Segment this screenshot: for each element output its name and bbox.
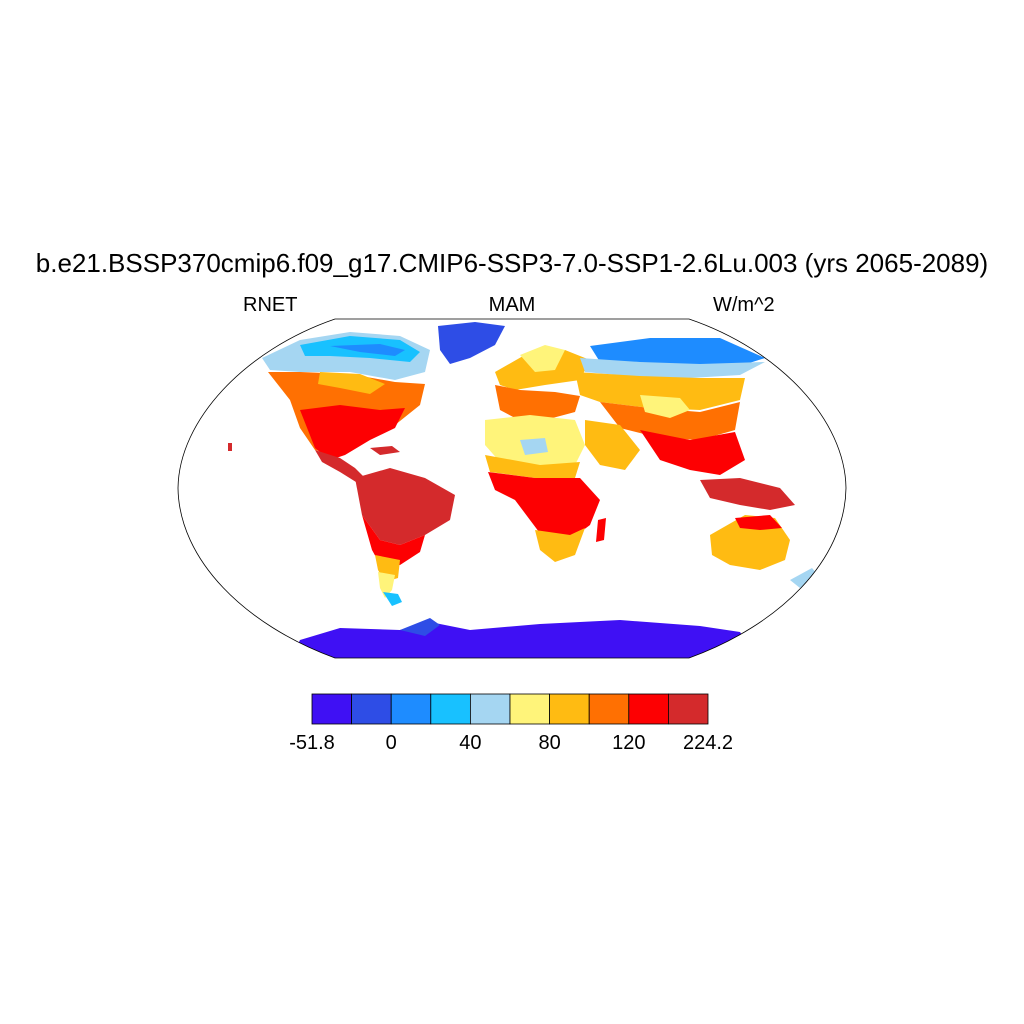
- antarctica: [290, 620, 760, 658]
- tierra-del-fuego: [383, 592, 402, 606]
- map-outline: [177, 318, 847, 659]
- colorbar-swatch: [509, 693, 550, 725]
- south-america-north: [355, 468, 455, 545]
- arabia: [585, 420, 640, 470]
- colorbar-swatch: [390, 693, 432, 725]
- colorbar-swatch: [351, 693, 392, 725]
- madagascar: [596, 518, 606, 542]
- season-label: MAM: [488, 294, 536, 316]
- asia-arctic: [590, 338, 765, 366]
- south-america-mid: [362, 515, 425, 568]
- central-africa: [488, 472, 600, 540]
- caribbean-islands: [370, 446, 400, 455]
- colorbar-tick-label: 120: [612, 732, 646, 754]
- sahel: [485, 455, 580, 478]
- colorbar-swatch: [311, 693, 352, 725]
- antarctic-peninsula: [400, 618, 440, 636]
- variable-label: RNET: [243, 294, 298, 316]
- greenland: [438, 322, 505, 364]
- asia-north: [580, 358, 765, 378]
- new-zealand: [790, 568, 818, 588]
- tibet: [640, 395, 690, 418]
- colorbar-swatch: [469, 693, 511, 725]
- colorbar-swatch: [430, 693, 471, 725]
- asia-mid: [575, 372, 745, 410]
- north-america-cold: [330, 344, 405, 356]
- land-layer: [228, 322, 818, 658]
- colorbar-swatch: [628, 693, 669, 725]
- patagonia: [378, 572, 395, 598]
- colorbar-swatch: [668, 693, 709, 725]
- colorbar-tick-label: 40: [459, 732, 482, 754]
- colorbar: [311, 693, 709, 725]
- colorbar-swatch: [588, 693, 630, 725]
- australia-north: [735, 515, 782, 530]
- map-title: b.e21.BSSP370cmip6.f09_g17.CMIP6-SSP3-7.…: [35, 248, 989, 278]
- asia-south: [600, 402, 740, 440]
- colorbar-swatch: [549, 693, 590, 725]
- colorbar-tick-label: 224.2: [682, 732, 734, 754]
- units-label: W/m^2: [713, 294, 775, 316]
- north-america-yellow: [318, 372, 385, 394]
- southeast-asia-islands: [700, 478, 795, 510]
- sahara-patch: [520, 438, 548, 455]
- southern-africa: [535, 528, 585, 562]
- central-america: [315, 450, 365, 482]
- colorbar-tick-label: -51.8: [289, 732, 335, 754]
- scandinavia: [520, 345, 565, 372]
- europe-south: [495, 385, 580, 420]
- colorbar-tick-label: 80: [538, 732, 561, 754]
- hawaii: [228, 443, 232, 451]
- north-america-south: [300, 405, 405, 460]
- colorbar-tick-label: 0: [385, 732, 397, 754]
- asia-tropics: [640, 430, 745, 475]
